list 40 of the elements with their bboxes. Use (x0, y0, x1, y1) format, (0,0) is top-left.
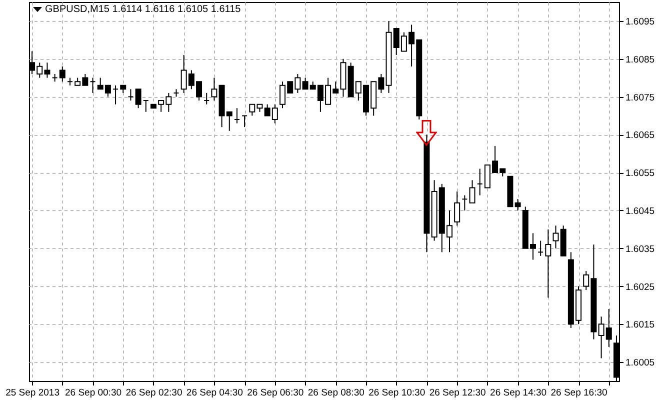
y-tick-label: 1.6065 (626, 130, 655, 142)
y-tick-label: 1.6025 (626, 282, 655, 293)
candlestick (462, 194, 468, 211)
y-tick-label: 1.6045 (626, 206, 655, 217)
candlestick (112, 84, 119, 105)
candlestick (552, 225, 559, 249)
x-tick-label: 25 Sep 2013 (6, 388, 60, 398)
y-tick-label: 1.6005 (626, 358, 655, 369)
x-tick-label: 26 Sep 02:30 (126, 388, 182, 398)
candlestick (469, 180, 476, 204)
x-tick-label: 26 Sep 10:30 (368, 388, 426, 398)
y-tick-label: 1.6015 (626, 320, 655, 331)
candlestick (204, 92, 210, 105)
chart-title: GBPUSD,M15 1.6114 1.6116 1.6105 1.6115 (45, 4, 242, 15)
x-tick-label: 26 Sep 16:30 (550, 388, 608, 398)
x-tick-label: 26 Sep 00:30 (64, 388, 122, 398)
y-tick-label: 1.6085 (626, 54, 655, 66)
x-tick-label: 26 Sep 08:30 (308, 388, 364, 398)
y-tick-label: 1.6035 (626, 244, 655, 255)
y-tick-label: 1.6075 (626, 92, 655, 104)
x-tick-label: 26 Sep 06:30 (247, 388, 304, 398)
candlestick (90, 77, 96, 94)
candlestick (514, 198, 521, 211)
candlestick (211, 77, 218, 102)
candlestick (234, 108, 240, 124)
candlestick (173, 88, 180, 98)
candlestick (59, 66, 66, 82)
x-tick-label: 26 Sep 12:30 (429, 388, 486, 398)
candlestick (454, 191, 460, 226)
candlestick (538, 240, 544, 256)
y-tick-label: 1.6055 (626, 168, 655, 180)
candlestick (242, 115, 248, 128)
candlestick (128, 88, 134, 102)
candlestick (476, 168, 483, 196)
x-tick-label: 26 Sep 04:30 (186, 388, 243, 398)
candlestick (135, 88, 142, 109)
x-tick-label: 26 Sep 14:30 (490, 388, 547, 398)
candlestick (545, 228, 552, 298)
y-tick-label: 1.6095 (626, 16, 655, 28)
candlestick (142, 100, 149, 112)
